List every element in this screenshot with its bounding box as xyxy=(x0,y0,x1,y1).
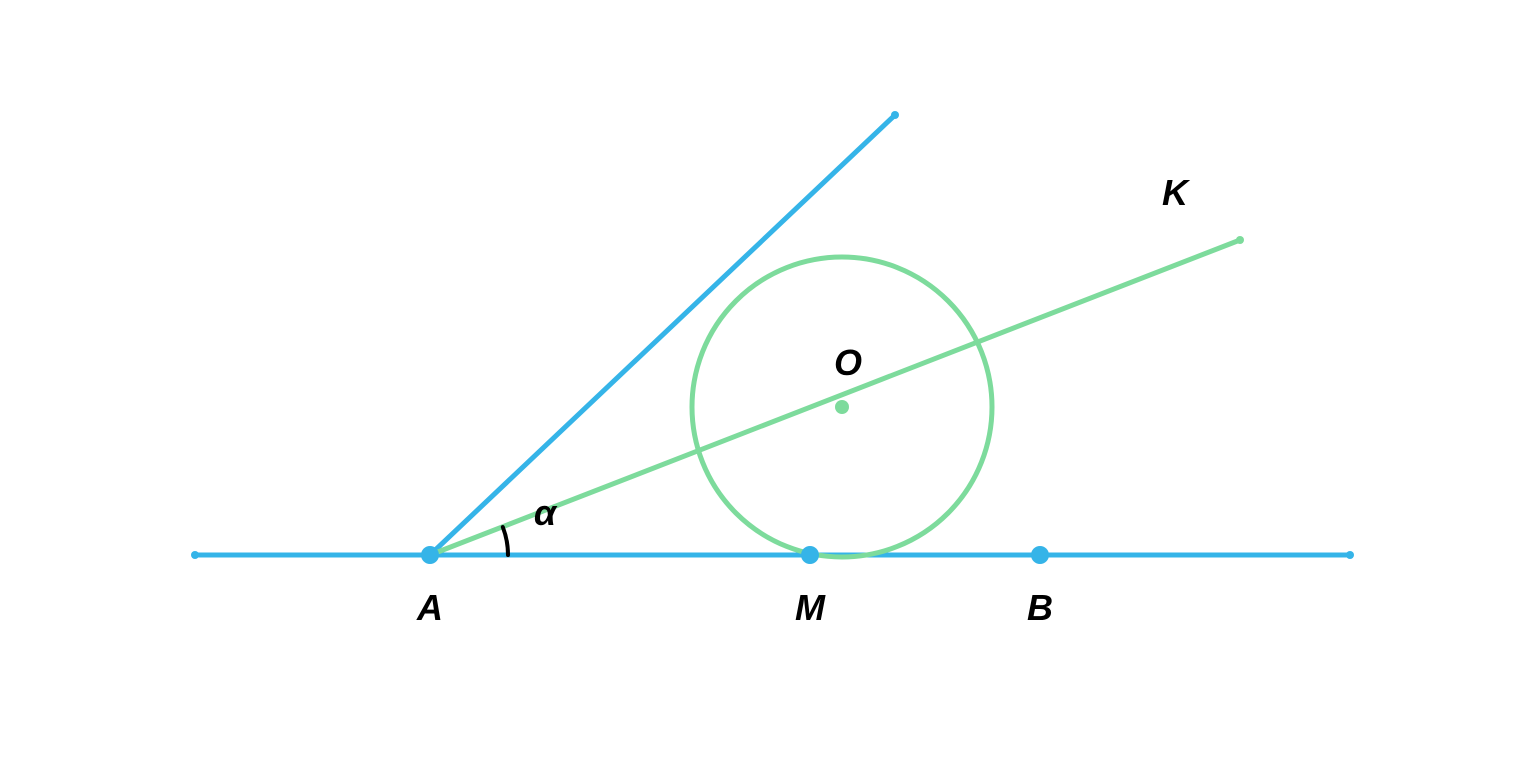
label-alpha: α xyxy=(534,492,558,533)
label-k: K xyxy=(1162,172,1191,213)
endcap xyxy=(191,551,199,559)
label-b: B xyxy=(1027,587,1053,628)
endcap xyxy=(1236,236,1244,244)
geometry-diagram: A M B O K α xyxy=(0,0,1536,774)
point-m xyxy=(801,546,819,564)
label-a: A xyxy=(416,587,443,628)
endcap xyxy=(1346,551,1354,559)
label-o: O xyxy=(834,342,862,383)
angle-arc-alpha xyxy=(503,527,508,555)
point-a xyxy=(421,546,439,564)
point-o xyxy=(835,400,849,414)
label-m: M xyxy=(795,587,826,628)
upper-ray xyxy=(430,115,895,555)
endcap xyxy=(891,111,899,119)
point-b xyxy=(1031,546,1049,564)
